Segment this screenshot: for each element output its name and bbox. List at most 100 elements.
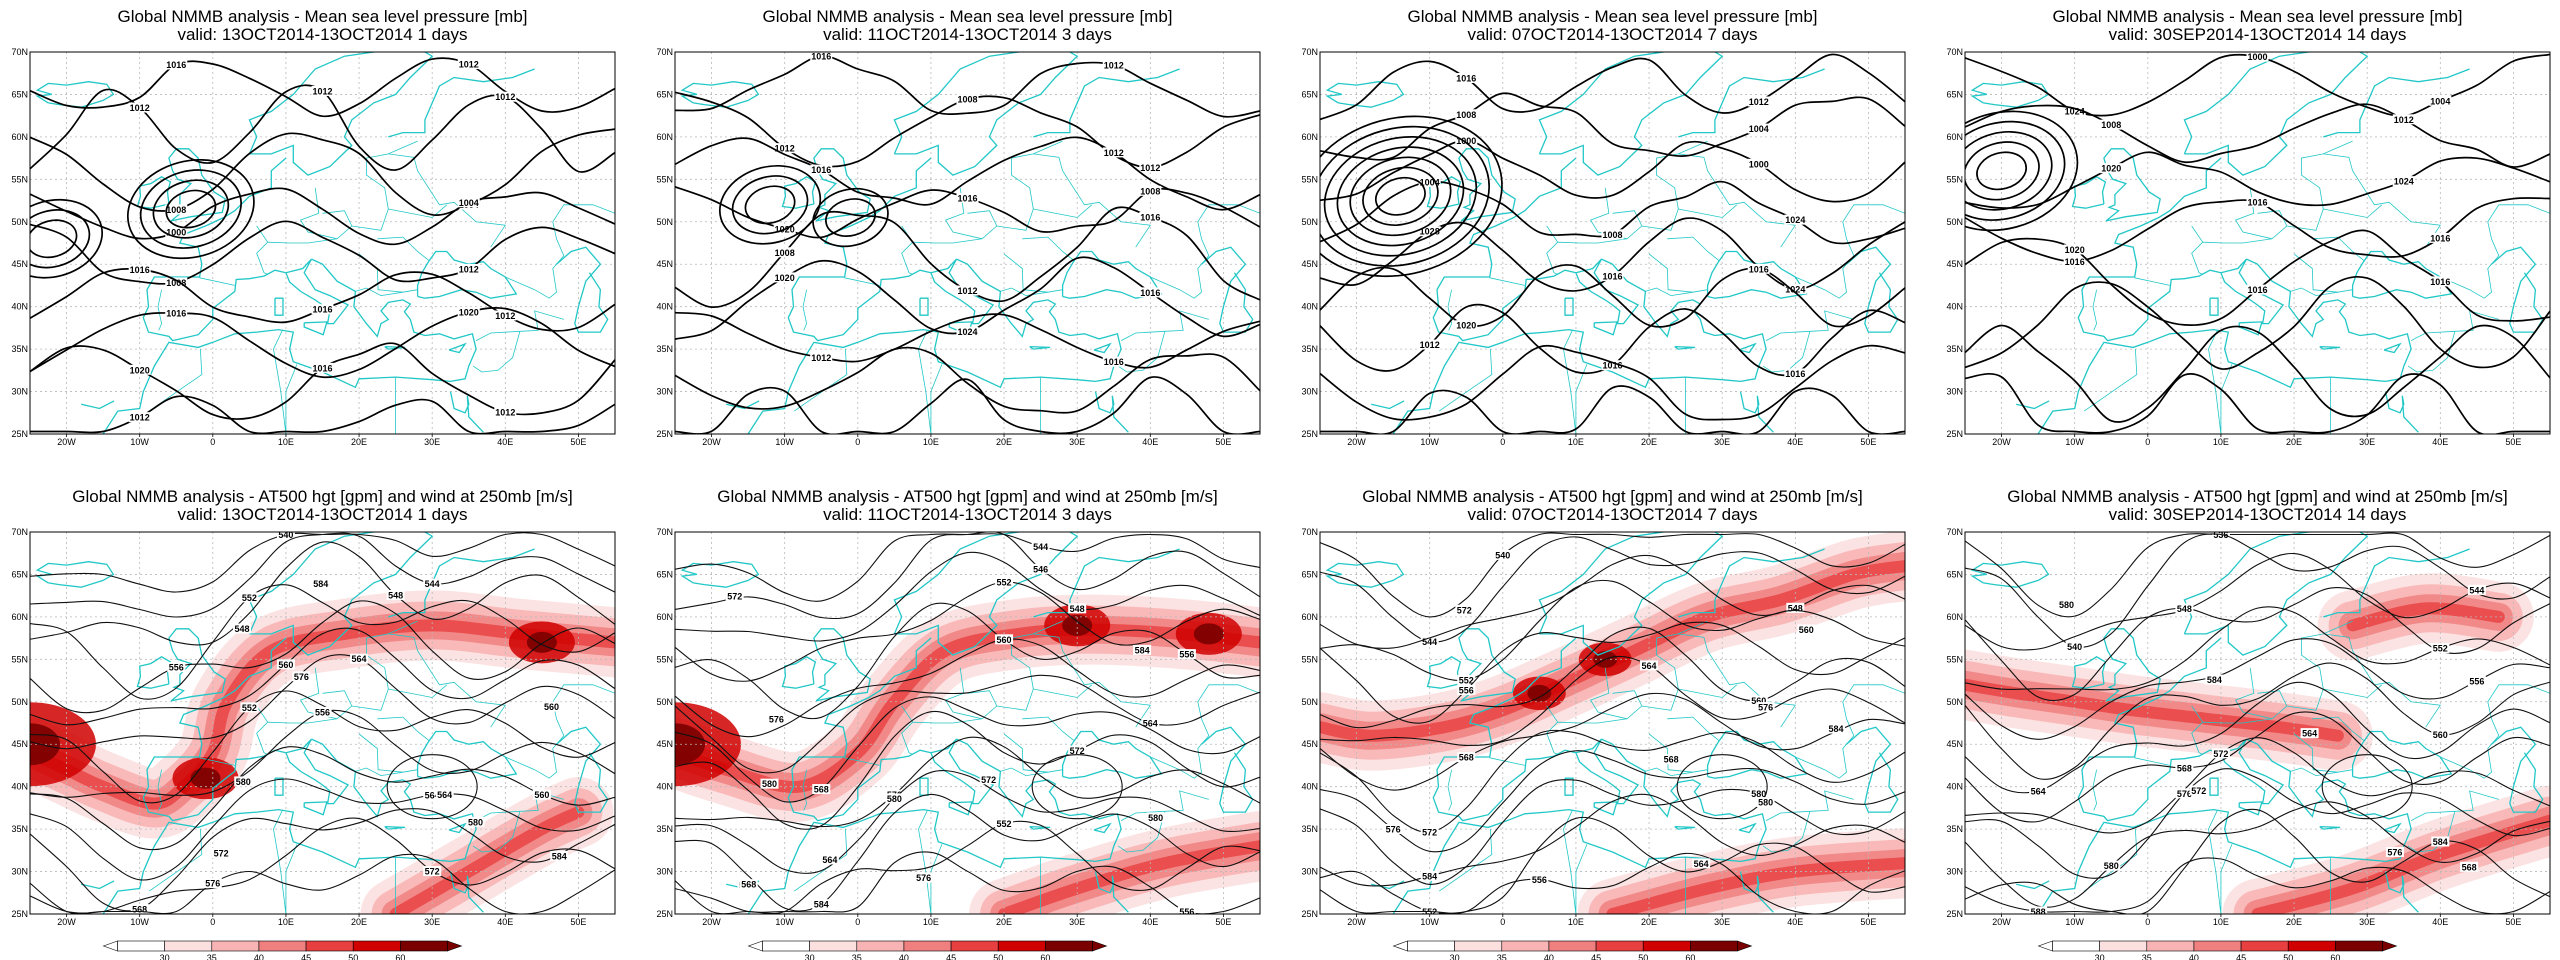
coastline	[2103, 148, 2161, 222]
isobar-label: 1012	[2394, 115, 2414, 125]
contour-label-bg	[1747, 123, 1770, 134]
isobar-label: 1020	[1456, 321, 1476, 331]
border-line	[2407, 811, 2456, 853]
coastline	[1061, 250, 1163, 299]
lon-tick-label: 30E	[1714, 437, 1730, 447]
isobar-label: 1016	[2065, 257, 2085, 267]
contour-label-bg	[1102, 60, 1125, 71]
isobar-label: 1016	[312, 305, 332, 315]
lat-tick-label: 60N	[1946, 132, 1963, 142]
lon-tick-label: 0	[855, 917, 860, 927]
border-line	[1795, 756, 1825, 771]
contour-label-bg	[1418, 226, 1441, 237]
height-contour	[1320, 729, 1905, 833]
contour-label-bg	[2205, 674, 2224, 685]
contour-label-bg	[773, 143, 796, 154]
lat-tick-label: 65N	[656, 89, 673, 99]
lat-tick-label: 60N	[656, 132, 673, 142]
border-line	[967, 690, 998, 707]
border-line	[918, 330, 932, 434]
border-line	[472, 331, 521, 373]
coastline	[675, 804, 676, 806]
height-label: 580	[1751, 789, 1766, 799]
height-label: 564	[352, 654, 367, 664]
colorbar-label: 30	[1450, 953, 1460, 960]
lon-tick-label: 30E	[2359, 917, 2375, 927]
height-contour	[1320, 852, 1905, 914]
contour-label-bg	[1455, 604, 1474, 615]
isobar-label: 1016	[1140, 212, 1160, 222]
contour-label-bg	[2029, 906, 2048, 914]
jet-band	[1965, 678, 2344, 742]
isobar-contour	[1965, 373, 2550, 434]
contour-label-bg	[1747, 158, 1770, 169]
contour-label-bg	[2065, 641, 2084, 652]
height-contour	[1320, 816, 1905, 914]
colorbar-swatch	[1548, 940, 1597, 952]
coastline	[81, 880, 115, 890]
coastline	[416, 250, 518, 299]
isobar-closed-contour	[1320, 125, 1490, 267]
isobar-label: 1012	[495, 408, 515, 418]
z500-panel-title: Global NMMB analysis - AT500 hgt [gpm] a…	[717, 487, 1217, 506]
border-line	[930, 844, 943, 914]
lat-tick-label: 60N	[1301, 132, 1318, 142]
lat-tick-label: 60N	[1301, 612, 1318, 622]
height-contour	[1320, 626, 1905, 729]
border-line	[918, 810, 932, 914]
border-line	[1762, 331, 1811, 373]
contour-label-bg	[2063, 105, 2086, 116]
colorbar-swatch	[305, 940, 354, 952]
lon-tick-label: 40E	[1142, 917, 1158, 927]
colorbar-swatch	[1501, 940, 1550, 952]
lat-tick-label: 35N	[656, 344, 673, 354]
height-label: 568	[2462, 862, 2477, 872]
lat-tick-label: 50N	[656, 697, 673, 707]
isobar-label: 1008	[1140, 186, 1160, 196]
border-line	[534, 204, 615, 299]
isobar-label: 1016	[166, 60, 186, 70]
contour-label-bg	[2467, 584, 2486, 595]
height-label: 556	[2469, 677, 2484, 687]
coastline	[2384, 391, 2419, 433]
isobar-contour	[1965, 53, 2550, 117]
mslp-panel-title: Global NMMB analysis - Mean sea level pr…	[762, 7, 1172, 26]
contour-label-bg	[276, 532, 295, 540]
border-line	[2312, 236, 2365, 262]
contour-label-bg	[165, 204, 188, 215]
contour-label-bg	[276, 659, 295, 670]
contour-label-bg	[165, 277, 188, 288]
lon-tick-label: 30E	[424, 437, 440, 447]
coastline	[1564, 777, 1574, 796]
border-line	[256, 225, 269, 275]
coastline	[102, 258, 477, 434]
contour-label-bg	[550, 850, 569, 861]
lat-tick-label: 40N	[656, 782, 673, 792]
lat-tick-label: 40N	[1301, 302, 1318, 312]
isobar-closed-contour	[1965, 120, 2066, 221]
lat-tick-label: 30N	[1946, 867, 1963, 877]
lon-tick-label: 20E	[351, 917, 367, 927]
height-label: 560	[544, 702, 559, 712]
height-label: 556	[315, 707, 330, 717]
coastline	[449, 391, 484, 433]
lon-tick-label: 50E	[2505, 917, 2521, 927]
contour-label-bg	[423, 790, 442, 801]
contour-label-bg	[2431, 729, 2450, 740]
height-label: 564	[1694, 859, 1709, 869]
lat-tick-label: 40N	[11, 302, 28, 312]
isobar-closed-contour	[126, 158, 255, 260]
contour-label-bg	[1455, 109, 1478, 120]
border-line	[2092, 289, 2098, 331]
height-label: 576	[769, 715, 784, 725]
lat-tick-label: 45N	[1301, 259, 1318, 269]
contour-label-bg	[1457, 752, 1476, 763]
isobar-label: 1012	[1104, 61, 1124, 71]
height-label: 564	[1143, 719, 1158, 729]
colorbar-label: 30	[2095, 953, 2105, 960]
height-contour	[30, 541, 615, 646]
height-contour	[30, 746, 615, 851]
isobar-closed-contour	[1965, 130, 2053, 211]
lon-tick-label: 0	[210, 437, 215, 447]
